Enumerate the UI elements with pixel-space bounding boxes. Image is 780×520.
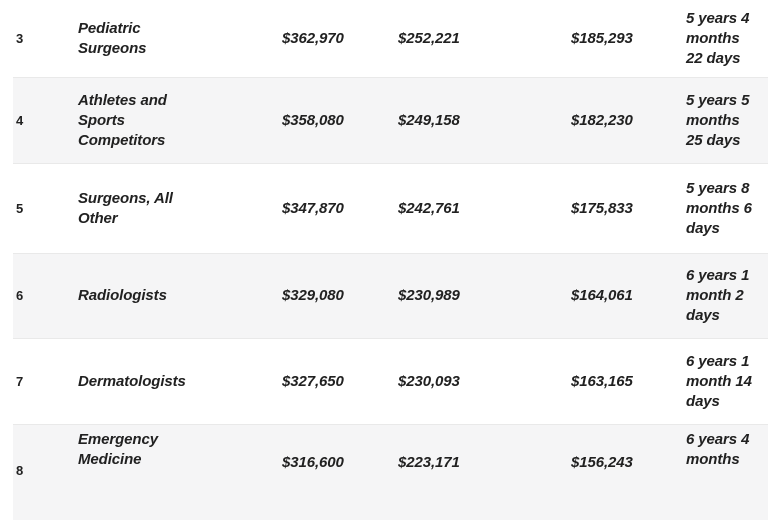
salary-cell-1: $347,870 [282,199,344,217]
rank-cell: 4 [16,112,24,128]
occupation-cell: Emergency Medicine [78,431,158,468]
occupation-cell: Dermatologists [78,372,186,390]
rank-cell: 5 [16,200,24,216]
salary-cell-2: $249,158 [398,111,460,129]
table-row: 5 Surgeons, All Other $347,870 $242,761 … [13,163,768,253]
table-row: 6 Radiologists $329,080 $230,989 $164,06… [13,253,768,338]
occupation-cell: Athletes and Sports Competitors [78,91,167,149]
table-row: 3 Pediatric Surgeons $362,970 $252,221 $… [13,0,768,77]
rank-cell: 8 [16,463,24,478]
occupation-cell: Radiologists [78,287,167,304]
salary-cell-1: $362,970 [282,29,344,47]
salary-cell-3: $164,061 [571,287,633,304]
occupation-cell: Surgeons, All Other [78,189,173,227]
table-row: 4 Athletes and Sports Competitors $358,0… [13,77,768,163]
rank-cell: 7 [16,373,24,389]
table-row: 8 Emergency Medicine $316,600 $223,171 $… [13,424,768,520]
salary-cell-1: $358,080 [282,111,344,129]
salary-cell-2: $242,761 [398,199,460,217]
salary-cell-3: $185,293 [571,29,633,47]
duration-cell: 5 years 5 months 25 days [686,91,750,149]
salary-cell-1: $316,600 [282,454,344,471]
rank-cell: 6 [16,288,24,303]
salary-cell-3: $156,243 [571,454,633,471]
salary-cell-2: $223,171 [398,454,460,471]
duration-cell: 6 years 1 month 2 days [686,267,750,324]
duration-cell: 5 years 4 months 22 days [686,9,750,67]
salary-cell-2: $252,221 [398,29,460,47]
salary-cell-2: $230,093 [398,372,460,390]
salary-cell-3: $175,833 [571,199,633,217]
salary-cell-1: $329,080 [282,287,344,304]
duration-cell: 6 years 1 month 14 days [686,352,752,410]
duration-cell: 6 years 4 months [686,431,750,468]
table-row: 7 Dermatologists $327,650 $230,093 $163,… [13,338,768,424]
salary-cell-3: $163,165 [571,372,633,390]
occupation-cell: Pediatric Surgeons [78,19,147,57]
salary-cell-2: $230,989 [398,287,460,304]
rank-cell: 3 [16,30,24,46]
salary-cell-3: $182,230 [571,111,633,129]
salary-table: 3 Pediatric Surgeons $362,970 $252,221 $… [13,0,768,520]
duration-cell: 5 years 8 months 6 days [686,179,752,237]
salary-cell-1: $327,650 [282,372,344,390]
